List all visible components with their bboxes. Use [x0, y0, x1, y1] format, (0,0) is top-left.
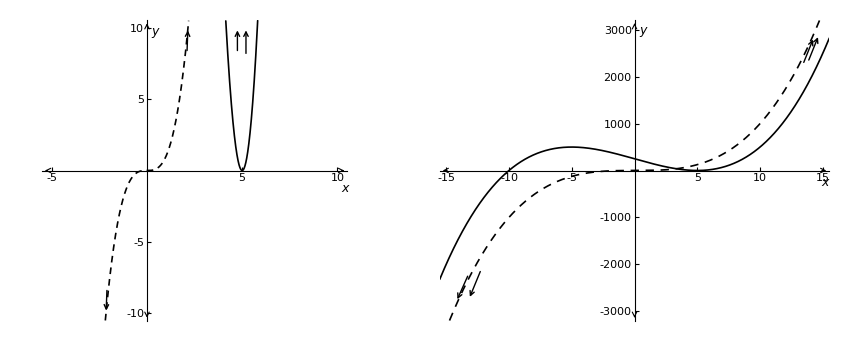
Text: x: x — [341, 182, 349, 195]
Text: y: y — [151, 25, 159, 38]
Text: x: x — [821, 176, 829, 189]
Text: y: y — [640, 24, 647, 37]
